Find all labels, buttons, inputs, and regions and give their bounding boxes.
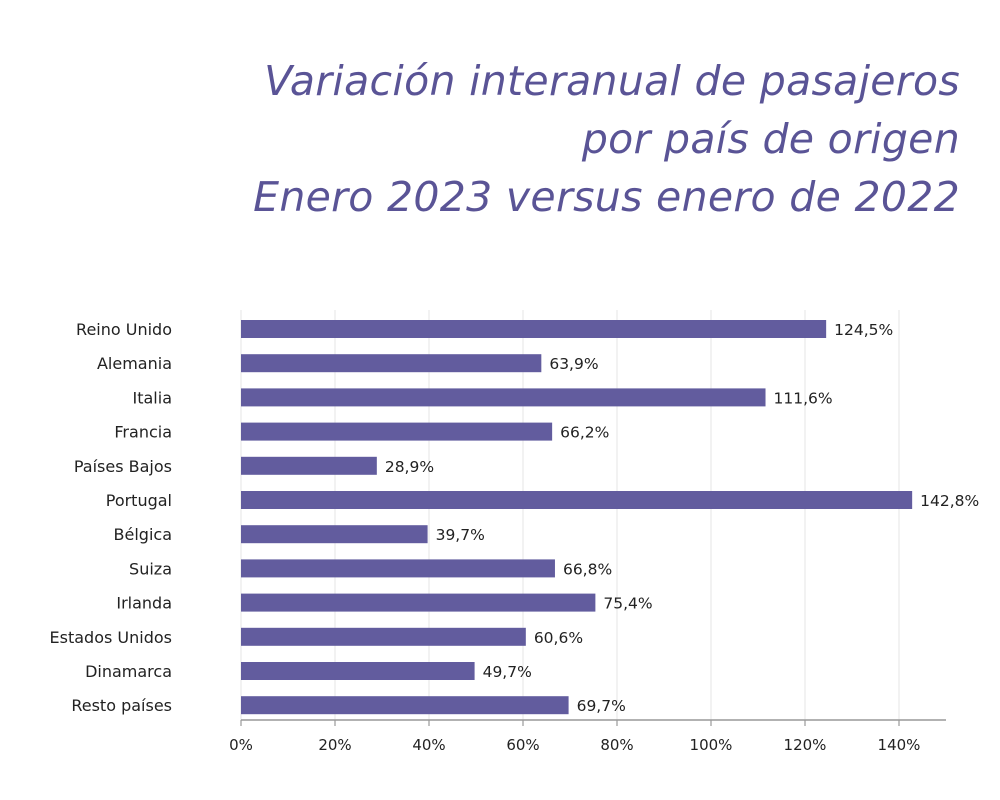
x-tick-label: 20% (318, 736, 351, 754)
data-label: 69,7% (577, 697, 626, 715)
data-label: 39,7% (436, 526, 485, 544)
bar (241, 593, 596, 612)
bar (241, 320, 827, 338)
category-label: Países Bajos (74, 457, 172, 476)
data-label: 66,8% (563, 560, 612, 578)
category-label: Suiza (129, 559, 172, 578)
category-label: Alemania (97, 354, 172, 373)
x-tick-label: 0% (229, 736, 253, 754)
bar (241, 525, 428, 544)
data-label: 124,5% (834, 321, 893, 339)
bar (241, 491, 913, 509)
x-tick-label: 140% (878, 736, 921, 754)
category-label: Reino Unido (76, 320, 172, 339)
bar (241, 696, 569, 715)
title-line-2: por país de origen (581, 115, 960, 163)
chart-title: Variación interanual de pasajeros por pa… (253, 52, 960, 226)
category-label: Dinamarca (85, 662, 172, 681)
category-label: Portugal (106, 491, 172, 510)
title-line-3: Enero 2023 versus enero de 2022 (253, 173, 960, 221)
x-tick-label: 80% (600, 736, 633, 754)
category-label: Bélgica (114, 525, 172, 544)
x-tick-label: 100% (690, 736, 733, 754)
category-label: Irlanda (116, 594, 172, 613)
bar (241, 354, 542, 373)
category-label: Italia (133, 388, 173, 407)
bar (241, 388, 766, 407)
bar (241, 456, 377, 475)
data-label: 63,9% (549, 355, 598, 373)
data-label: 111,6% (774, 389, 833, 407)
data-label: 49,7% (483, 663, 532, 681)
bar (241, 627, 526, 646)
category-label: Resto países (71, 696, 172, 715)
bar (241, 422, 553, 441)
x-tick-label: 120% (784, 736, 827, 754)
data-label: 142,8% (920, 492, 979, 510)
data-label: 28,9% (385, 458, 434, 476)
data-label: 60,6% (534, 629, 583, 647)
title-line-1: Variación interanual de pasajeros (264, 57, 960, 105)
category-label: Estados Unidos (50, 628, 172, 647)
x-tick-label: 40% (412, 736, 445, 754)
data-label: 66,2% (560, 424, 609, 442)
category-label: Francia (114, 423, 172, 442)
bar (241, 559, 555, 578)
data-label: 75,4% (603, 595, 652, 613)
x-tick-label: 60% (506, 736, 539, 754)
bar (241, 662, 475, 680)
